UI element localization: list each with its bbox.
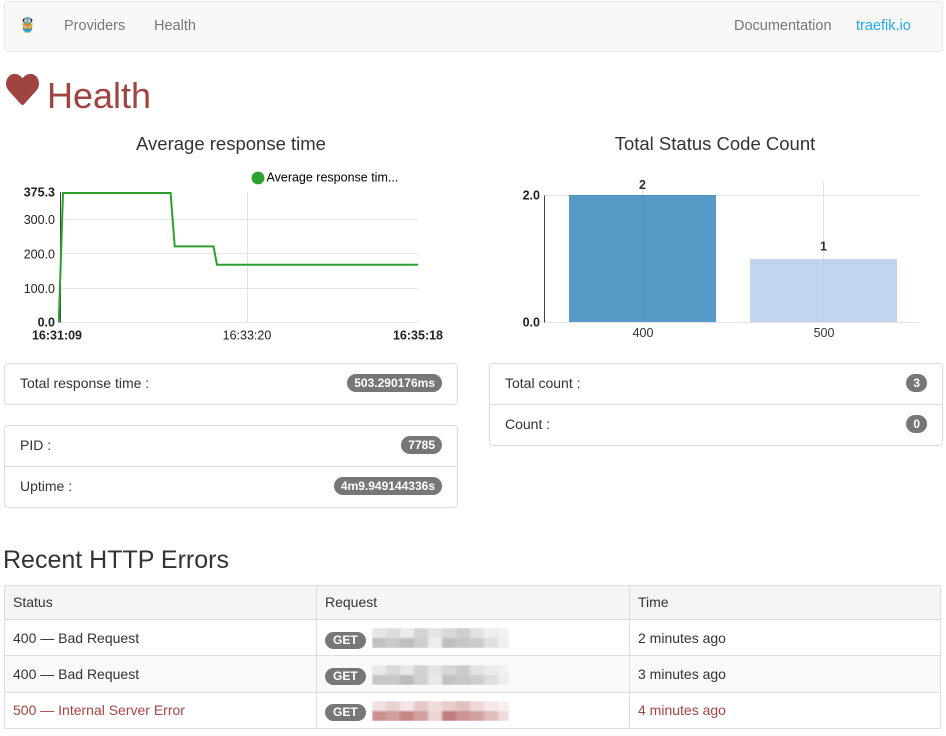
svg-text:Average response tim...: Average response tim... [267, 171, 399, 185]
svg-text:Average response time: Average response time [136, 133, 326, 154]
svg-text:500: 500 [814, 326, 835, 340]
svg-text:300.0: 300.0 [24, 213, 55, 227]
svg-text:100.0: 100.0 [24, 282, 55, 296]
svg-text:16:31:09: 16:31:09 [32, 329, 82, 343]
svg-text:16:35:18: 16:35:18 [393, 329, 443, 343]
svg-text:Total Status Code Count: Total Status Code Count [615, 133, 816, 154]
svg-text:2.0: 2.0 [523, 189, 540, 203]
svg-text:16:33:20: 16:33:20 [223, 329, 272, 343]
svg-text:1: 1 [820, 240, 827, 254]
svg-text:400: 400 [633, 326, 654, 340]
svg-text:2: 2 [639, 178, 646, 192]
svg-text:375.3: 375.3 [24, 186, 55, 200]
svg-text:0.0: 0.0 [38, 316, 55, 330]
svg-text:0.0: 0.0 [523, 316, 540, 330]
svg-text:200.0: 200.0 [24, 247, 55, 261]
